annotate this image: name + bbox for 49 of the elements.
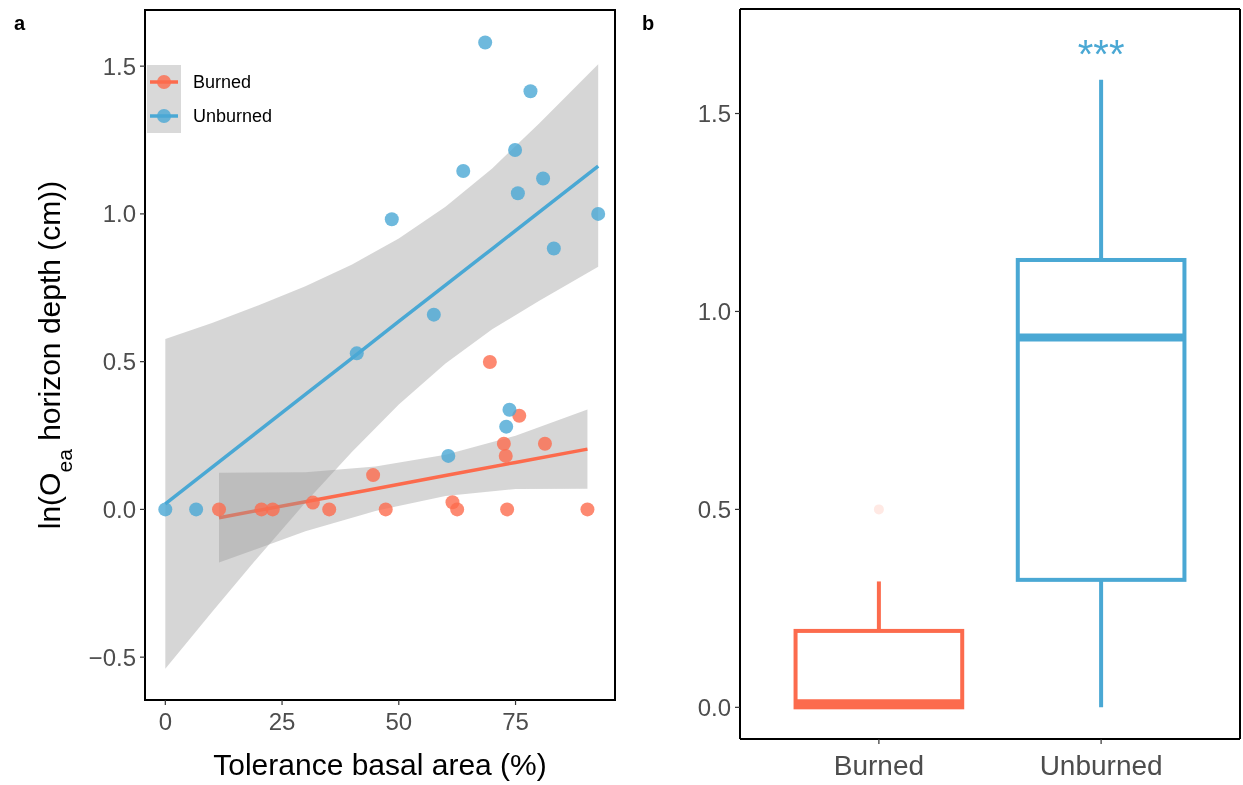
point	[349, 346, 364, 361]
x-tick-label: 50	[385, 708, 413, 735]
point	[322, 502, 337, 517]
point	[500, 502, 515, 517]
point	[265, 502, 280, 517]
legend-label: Unburned	[193, 106, 273, 127]
point	[189, 502, 204, 517]
point	[378, 502, 393, 517]
point	[456, 164, 471, 179]
point	[537, 436, 552, 451]
point	[384, 212, 399, 227]
point	[536, 171, 551, 186]
point	[508, 143, 523, 158]
point	[502, 402, 517, 417]
point	[510, 186, 525, 201]
y-tick-label: 1.0	[102, 200, 136, 228]
point	[305, 495, 320, 510]
y-tick-label: 0.5	[102, 348, 136, 376]
point	[523, 84, 538, 99]
chart-title: a	[14, 12, 26, 34]
point	[512, 408, 527, 423]
point	[499, 419, 514, 434]
x-tick-label: 75	[502, 708, 529, 735]
point	[426, 307, 441, 322]
y-tick-label: −0.5	[88, 643, 136, 671]
chart-title: b	[642, 12, 655, 34]
y-tick-label: 0.0	[102, 495, 136, 523]
point	[498, 448, 513, 463]
point	[158, 502, 173, 517]
point	[546, 241, 561, 256]
y-tick-label: 1.5	[102, 52, 136, 80]
y-tick-label: 1.0	[697, 297, 731, 325]
point	[478, 35, 493, 50]
point	[450, 502, 465, 517]
point	[212, 502, 227, 517]
x-axis-title: Tolerance basal area (%)	[213, 748, 547, 781]
point	[580, 502, 595, 517]
point	[441, 448, 456, 463]
point	[496, 436, 511, 451]
x-tick-label: 25	[268, 708, 296, 735]
point	[482, 354, 497, 369]
y-tick-label: 0.0	[697, 693, 731, 721]
y-tick-label: 1.5	[697, 99, 731, 127]
legend-label: Burned	[193, 72, 252, 93]
annotation: ***	[1077, 31, 1125, 76]
point	[591, 206, 606, 221]
x-tick-label: 0	[158, 708, 172, 735]
y-tick-label: 0.5	[697, 495, 731, 523]
point	[366, 468, 381, 483]
